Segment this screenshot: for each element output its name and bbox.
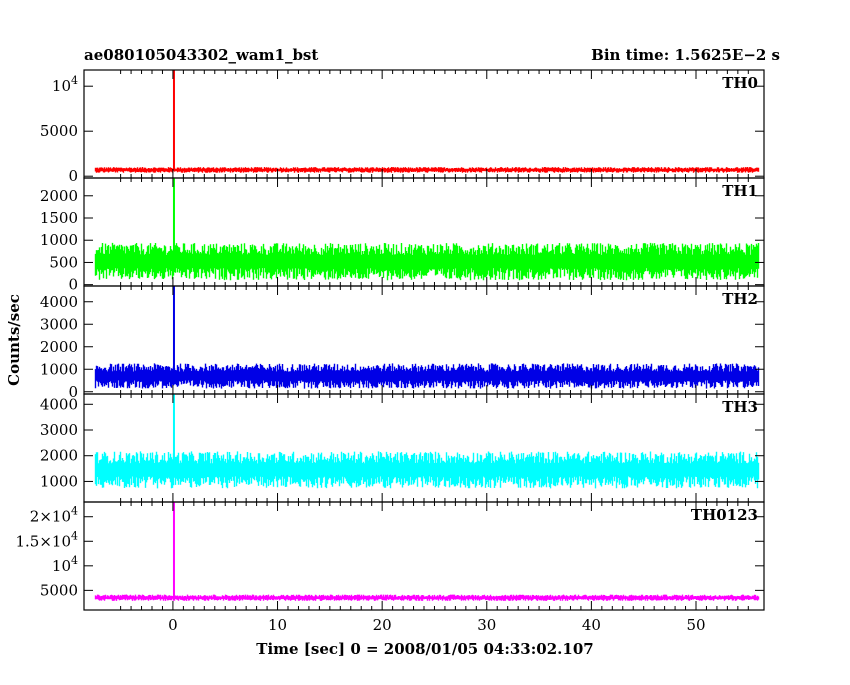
y-tick-label: 0 <box>68 167 78 185</box>
x-tick-label: 20 <box>373 616 392 634</box>
panel-label-th2: TH2 <box>722 290 758 308</box>
x-tick-label: 50 <box>686 616 705 634</box>
trace-th0 <box>94 167 760 173</box>
y-tick-label: 2000 <box>40 447 78 465</box>
y-tick-label: 1000 <box>40 231 78 249</box>
panel-frame-th0 <box>83 69 765 179</box>
y-tick-label: 4000 <box>40 293 78 311</box>
chart-title: ae080105043302_wam1_bst <box>84 46 318 64</box>
trace-th3 <box>94 451 760 489</box>
panel-label-th0123: TH0123 <box>691 506 758 524</box>
y-tick-label: 0 <box>68 383 78 401</box>
panel-label-th3: TH3 <box>722 398 758 416</box>
y-tick-label: 5000 <box>40 122 78 140</box>
x-axis-label: Time [sec] 0 = 2008/01/05 04:33:02.107 <box>256 640 593 658</box>
y-tick-label: 104 <box>52 74 78 95</box>
panel-frame-th0123 <box>83 501 765 611</box>
y-axis-label: Counts/sec <box>5 294 23 386</box>
y-tick-label: 0 <box>68 276 78 294</box>
y-tick-label: 2000 <box>40 187 78 205</box>
trace-th0123 <box>94 594 760 601</box>
y-tick-label: 500 <box>49 253 78 271</box>
x-tick-label: 0 <box>168 616 178 634</box>
y-tick-label: 1000 <box>40 472 78 490</box>
y-tick-label: 1.5×104 <box>15 529 78 550</box>
panel-label-th0: TH0 <box>722 74 758 92</box>
y-tick-label: 3000 <box>40 421 78 439</box>
y-tick-label: 2000 <box>40 338 78 356</box>
x-tick-label: 40 <box>582 616 601 634</box>
x-tick-label: 30 <box>477 616 496 634</box>
y-tick-label: 1000 <box>40 360 78 378</box>
trace-th2 <box>94 363 760 389</box>
y-tick-label: 5000 <box>40 581 78 599</box>
x-tick-label: 10 <box>268 616 287 634</box>
bin-time-label: Bin time: 1.5625E−2 s <box>591 46 780 64</box>
y-tick-label: 4000 <box>40 395 78 413</box>
y-tick-label: 1500 <box>40 209 78 227</box>
y-tick-label: 2×104 <box>30 505 78 526</box>
y-tick-label: 104 <box>52 554 78 575</box>
y-tick-label: 3000 <box>40 315 78 333</box>
trace-th1 <box>94 242 760 281</box>
panel-label-th1: TH1 <box>722 182 758 200</box>
